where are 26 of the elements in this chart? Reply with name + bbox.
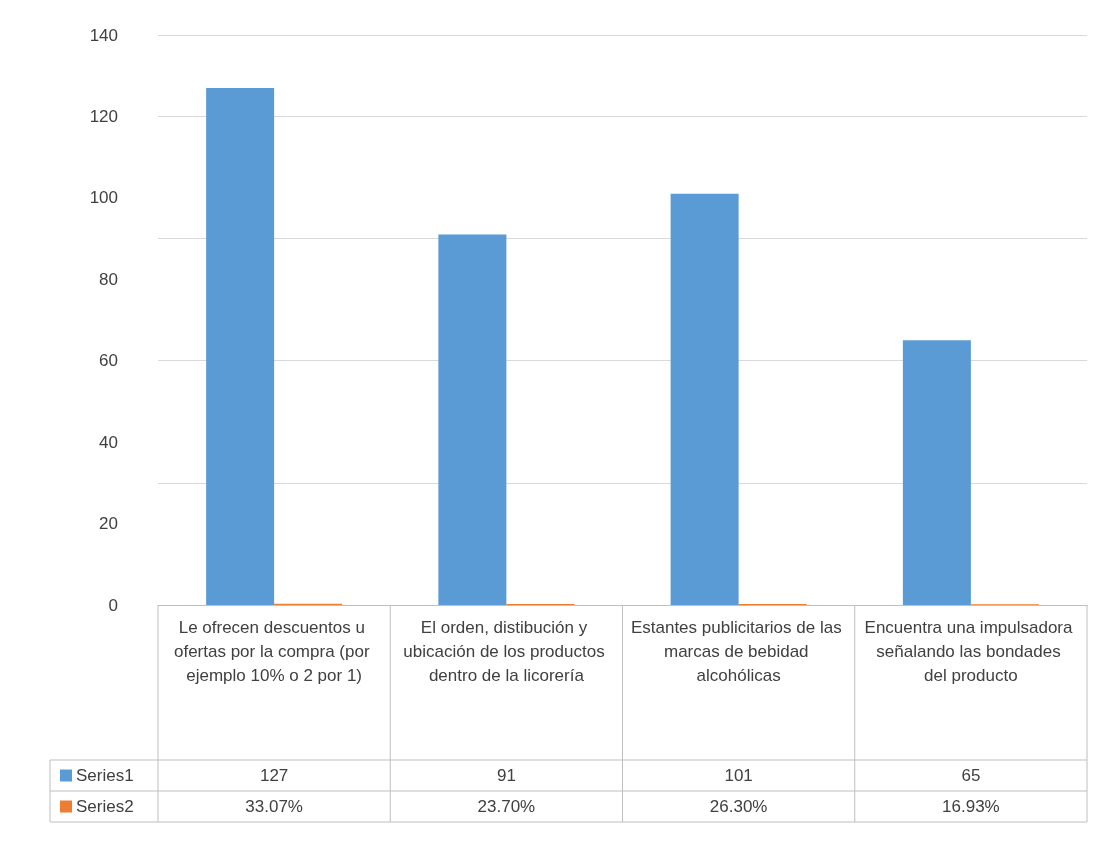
data-label: 33.07% xyxy=(245,797,303,816)
data-label: 127 xyxy=(259,766,289,785)
bar xyxy=(206,87,275,605)
y-tick-label: 0 xyxy=(108,595,118,615)
y-tick-label: 140 xyxy=(89,25,118,45)
data-label: 101 xyxy=(724,766,753,785)
data-label: 65 xyxy=(961,766,981,785)
data-label: 16.93% xyxy=(942,797,1000,816)
data-label: 91 xyxy=(496,766,516,785)
y-tick-label: 120 xyxy=(89,106,118,126)
y-tick-label: 40 xyxy=(99,432,118,452)
x-tick-label: Le ofrecen descuentos u ofertas por la compra (por ejemplo 10% o 2 por 1) xyxy=(173,617,375,685)
y-tick-label: 20 xyxy=(99,514,118,534)
x-tick-label: Estantes publicitarios de las marcas de bebidad alcohólicas xyxy=(630,617,847,685)
y-tick-label: 100 xyxy=(89,188,118,208)
legend-label: Series2 xyxy=(76,797,134,816)
bar xyxy=(438,234,507,605)
data-label: 23.70% xyxy=(477,797,536,816)
bar xyxy=(902,340,971,605)
x-tick-label: Encuentra una impulsadora señalando las bondades del producto xyxy=(864,617,1078,685)
data-label: 26.30% xyxy=(709,797,768,816)
y-tick-label: 60 xyxy=(99,351,118,371)
y-tick-label: 80 xyxy=(99,269,118,289)
legend-label: Series1 xyxy=(76,766,134,785)
x-tick-label: El orden, distibución y ubicación de los productos dentro de la licorería xyxy=(403,617,610,685)
bar xyxy=(670,193,739,605)
